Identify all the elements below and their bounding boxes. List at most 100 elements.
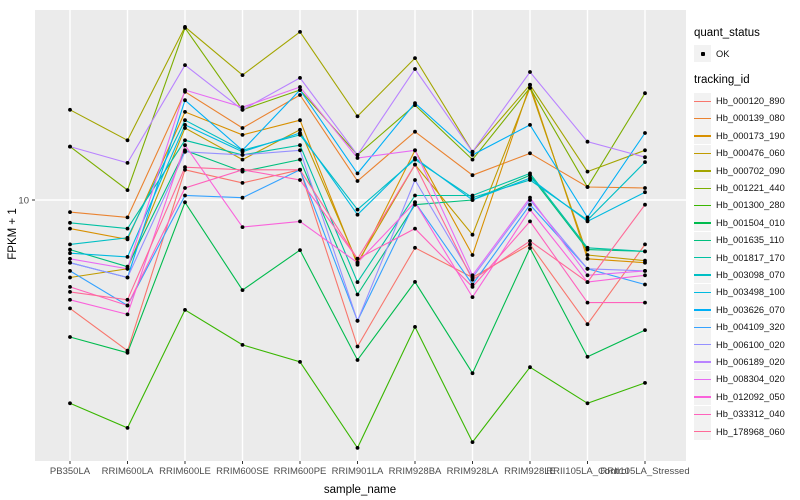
data-point (643, 155, 647, 159)
data-point (183, 123, 187, 127)
legend-tracking-id-title: tracking_id (694, 74, 800, 86)
data-point (413, 194, 417, 198)
legend-item-label: Hb_000173_190 (716, 131, 785, 141)
legend-item-Hb_001504_010: Hb_001504_010 (694, 214, 800, 231)
data-point (126, 188, 130, 192)
legend-line-icon (694, 222, 711, 223)
legend-key-swatch (694, 93, 711, 110)
data-point (643, 243, 647, 247)
data-point (528, 172, 532, 176)
legend-item-Hb_008304_020: Hb_008304_020 (694, 371, 800, 388)
data-point (241, 126, 245, 130)
data-point (298, 178, 302, 182)
legend-item-Hb_004109_320: Hb_004109_320 (694, 318, 800, 335)
legend-key-swatch (694, 197, 711, 214)
legend-key-swatch (694, 301, 711, 318)
data-point (413, 156, 417, 160)
data-point (126, 426, 130, 430)
data-point (68, 276, 72, 280)
data-point (586, 185, 590, 189)
data-point (183, 138, 187, 142)
data-point (241, 158, 245, 162)
data-point (241, 73, 245, 77)
data-point (586, 220, 590, 224)
data-point (643, 160, 647, 164)
data-point (643, 269, 647, 273)
legend-line-icon (694, 135, 711, 136)
legend-key-swatch (694, 110, 711, 127)
data-point (356, 213, 360, 217)
data-point (183, 63, 187, 67)
data-point (68, 257, 72, 261)
legend-line-icon (694, 101, 711, 102)
data-point (413, 130, 417, 134)
data-point (413, 163, 417, 167)
data-point (586, 401, 590, 405)
data-point (298, 158, 302, 162)
legend-line-icon (694, 153, 711, 154)
data-point (68, 298, 72, 302)
data-point (356, 156, 360, 160)
data-point (586, 273, 590, 277)
data-point (68, 261, 72, 265)
data-point (183, 88, 187, 92)
legend-item-label: Hb_001221_440 (716, 183, 785, 193)
legend-item-Hb_001635_110: Hb_001635_110 (694, 232, 800, 249)
data-point (183, 186, 187, 190)
data-point (413, 246, 417, 250)
data-point (471, 198, 475, 202)
legend-key-swatch (694, 214, 711, 231)
data-point (241, 105, 245, 109)
data-point (241, 343, 245, 347)
data-point (241, 168, 245, 172)
data-point (528, 203, 532, 207)
data-point (356, 172, 360, 176)
x-tick-label: PB350LA (50, 466, 91, 477)
data-point (68, 248, 72, 252)
data-point (241, 148, 245, 152)
data-point (356, 280, 360, 284)
legend-line-icon (694, 379, 711, 380)
data-point (356, 261, 360, 265)
data-point (643, 186, 647, 190)
data-point (643, 250, 647, 254)
legend-key-swatch (694, 249, 711, 266)
legend-item-ok: OK (694, 45, 800, 62)
legend: quant_status OK tracking_id Hb_000120_89… (694, 27, 800, 440)
data-point (413, 101, 417, 105)
data-point (643, 283, 647, 287)
data-point (126, 304, 130, 308)
legend-item-label: Hb_008304_020 (716, 374, 785, 384)
x-tick-label: RRIM600LE (159, 466, 211, 477)
legend-item-Hb_000120_890: Hb_000120_890 (694, 92, 800, 109)
legend-line-icon (694, 257, 711, 258)
data-point (126, 298, 130, 302)
legend-key-swatch (694, 284, 711, 301)
legend-item-label: Hb_003098_070 (716, 270, 785, 280)
legend-line-icon (694, 309, 711, 310)
data-point (586, 170, 590, 174)
legend-line-icon (694, 361, 711, 362)
data-point (643, 203, 647, 207)
data-point (586, 301, 590, 305)
data-point (586, 257, 590, 261)
data-point (586, 322, 590, 326)
data-point (183, 98, 187, 102)
legend-item-label: Hb_000476_060 (716, 148, 785, 158)
legend-tracking-id-entries: Hb_000120_890Hb_000139_080Hb_000173_190H… (694, 92, 800, 440)
data-point (586, 140, 590, 144)
data-point (471, 273, 475, 277)
legend-item-label: OK (716, 49, 729, 59)
legend-line-icon (694, 431, 711, 432)
legend-item-Hb_006189_020: Hb_006189_020 (694, 353, 800, 370)
data-point (298, 360, 302, 364)
data-point (68, 210, 72, 214)
legend-key-ok (694, 45, 711, 62)
data-point (126, 161, 130, 165)
data-point (586, 253, 590, 257)
data-point (356, 446, 360, 450)
data-point (356, 293, 360, 297)
data-point (183, 150, 187, 154)
data-point (528, 243, 532, 247)
y-tick-labels: 10 (18, 196, 29, 207)
